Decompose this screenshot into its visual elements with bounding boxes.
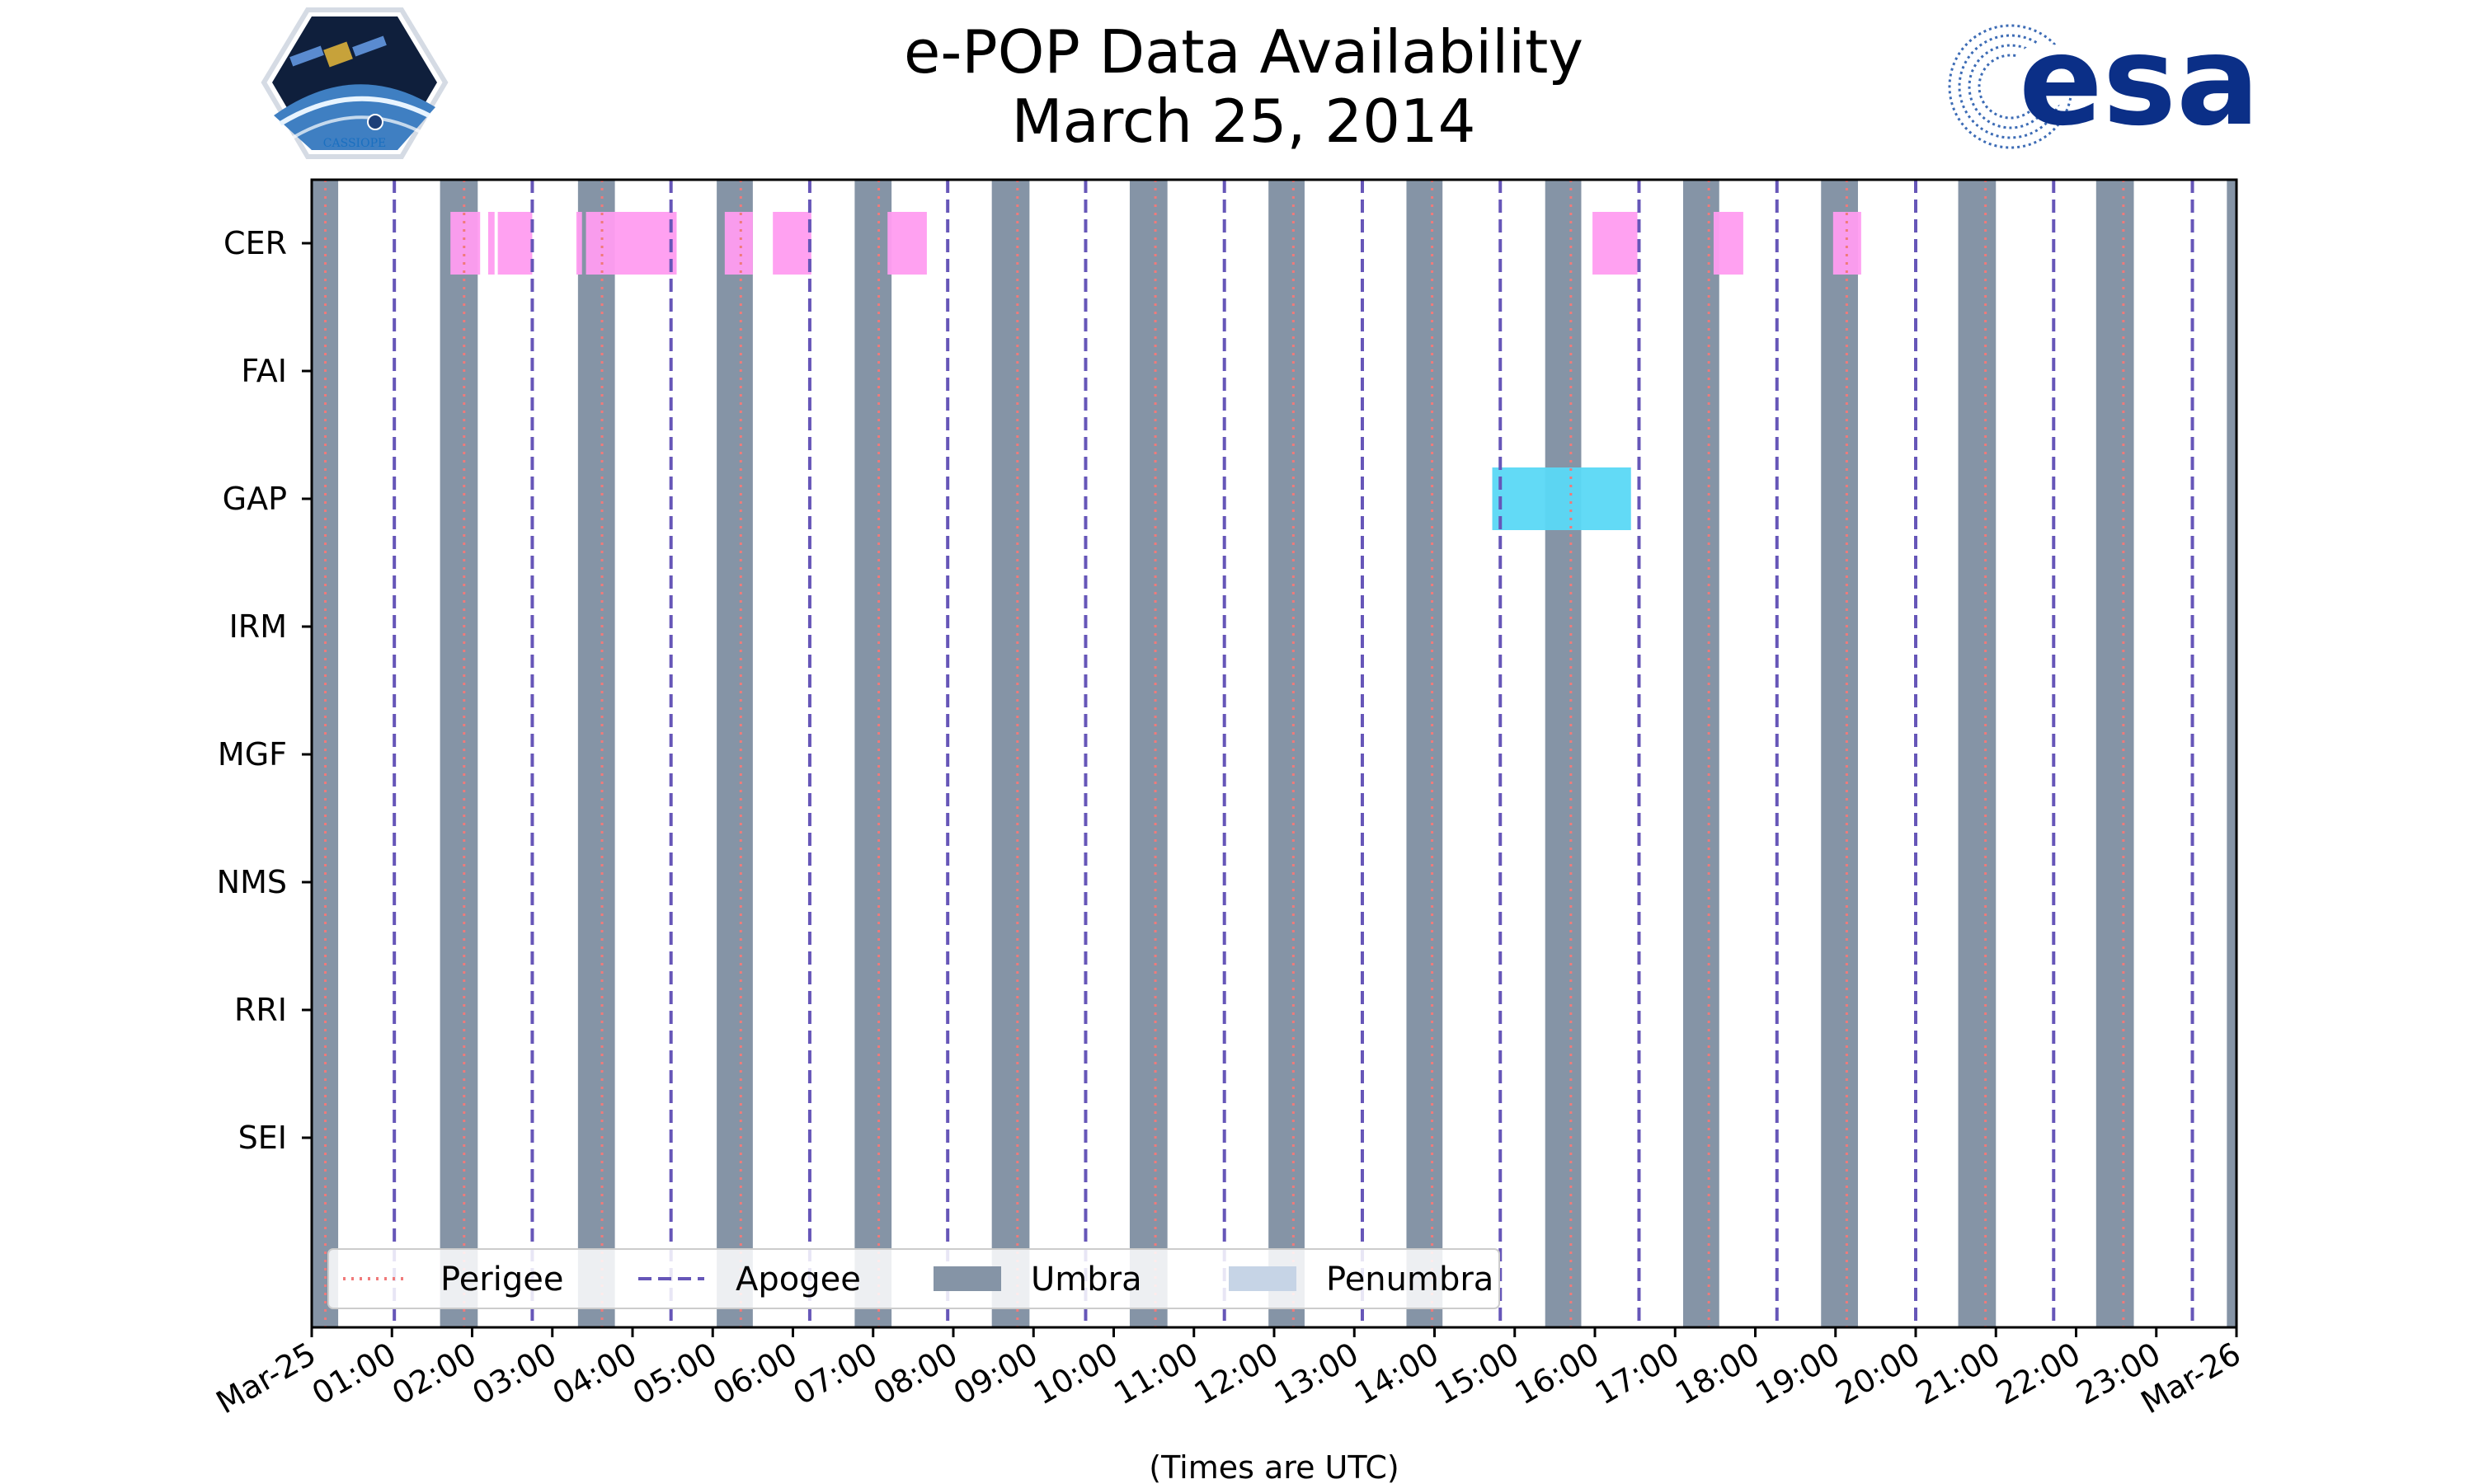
- x-tick-label: 01:00: [306, 1336, 402, 1412]
- x-tick-label: Mar-25: [210, 1336, 322, 1421]
- legend-label-apogee: Apogee: [736, 1261, 861, 1298]
- x-tick-label: 06:00: [707, 1336, 803, 1412]
- umbra-band: [577, 180, 615, 1327]
- umbra-band: [991, 180, 1030, 1327]
- x-tick-label: 18:00: [1669, 1336, 1766, 1412]
- availability-bar-cer: [487, 212, 495, 275]
- x-tick-label: 05:00: [627, 1336, 723, 1412]
- x-tick-label: 03:00: [466, 1336, 562, 1412]
- x-tick-label: 09:00: [948, 1336, 1044, 1412]
- umbra-band: [717, 180, 753, 1327]
- x-tick-label: 15:00: [1428, 1336, 1525, 1412]
- umbra-band: [854, 180, 892, 1327]
- x-tick-label: 20:00: [1830, 1336, 1926, 1412]
- umbra-band: [1958, 180, 1997, 1327]
- cassiope-logo-text: CASSIOPE: [323, 137, 386, 150]
- legend-swatch-umbra: [934, 1266, 1001, 1291]
- chart-title-line-2: March 25, 2014: [1012, 87, 1476, 156]
- availability-bar-cer: [497, 212, 533, 275]
- availability-bar-cer: [576, 212, 582, 275]
- x-tick-label: 21:00: [1910, 1336, 2006, 1412]
- x-tick-label: 13:00: [1268, 1336, 1365, 1412]
- x-tick-label: 02:00: [386, 1336, 482, 1412]
- availability-bar-cer: [724, 212, 753, 275]
- availability-bar-cer: [1592, 212, 1638, 275]
- cassiope-logo: CASSIOPE: [261, 7, 449, 159]
- y-tick-label-mgf: MGF: [218, 736, 287, 773]
- umbra-band: [1129, 180, 1168, 1327]
- legend-label-perigee: Perigee: [440, 1261, 563, 1298]
- esa-logo-text: esa: [2019, 10, 2260, 153]
- x-axis-label: (Times are UTC): [1149, 1449, 1399, 1484]
- umbra-band: [1545, 180, 1582, 1327]
- availability-bar-cer: [586, 212, 677, 275]
- x-tick-label: 14:00: [1348, 1336, 1445, 1412]
- umbra-band: [1406, 180, 1443, 1327]
- availability-bar-cer: [1713, 212, 1743, 275]
- y-tick-label-nms: NMS: [217, 864, 287, 900]
- x-tick-label: 12:00: [1188, 1336, 1285, 1412]
- availability-bar-gap: [1492, 467, 1631, 530]
- y-tick-label-irm: IRM: [229, 608, 287, 645]
- x-tick-label: 11:00: [1108, 1336, 1204, 1412]
- availability-bar-cer: [773, 212, 811, 275]
- y-tick-label-sei: SEI: [238, 1120, 287, 1156]
- y-tick-label-rri: RRI: [234, 992, 287, 1028]
- x-tick-label: 16:00: [1509, 1336, 1606, 1412]
- legend-swatch-penumbra: [1229, 1266, 1296, 1291]
- y-tick-label-gap: GAP: [223, 481, 287, 517]
- x-tick-label: 08:00: [868, 1336, 964, 1412]
- x-tick-label: 19:00: [1749, 1336, 1846, 1412]
- umbra-band: [1268, 180, 1305, 1327]
- umbra-band: [440, 180, 478, 1327]
- umbra-band: [2227, 180, 2236, 1327]
- umbra-band: [1821, 180, 1858, 1327]
- legend-box: [327, 1248, 1500, 1309]
- x-tick-label: 07:00: [787, 1336, 883, 1412]
- umbra-band: [2095, 180, 2134, 1327]
- x-tick-label: 04:00: [547, 1336, 643, 1412]
- availability-bar-cer: [887, 212, 927, 275]
- legend-label-penumbra: Penumbra: [1326, 1261, 1493, 1298]
- x-tick-label: 22:00: [1990, 1336, 2086, 1412]
- legend-label-umbra: Umbra: [1031, 1261, 1142, 1298]
- x-tick-label: 17:00: [1589, 1336, 1686, 1412]
- umbra-band: [1682, 180, 1719, 1327]
- y-tick-label-fai: FAI: [241, 353, 287, 389]
- x-tick-label: 10:00: [1028, 1336, 1124, 1412]
- esa-logo: esa: [1948, 10, 2260, 153]
- umbra-band: [312, 180, 339, 1327]
- y-tick-label-cer: CER: [223, 225, 287, 261]
- chart-title-line-1: e-POP Data Availability: [904, 17, 1583, 87]
